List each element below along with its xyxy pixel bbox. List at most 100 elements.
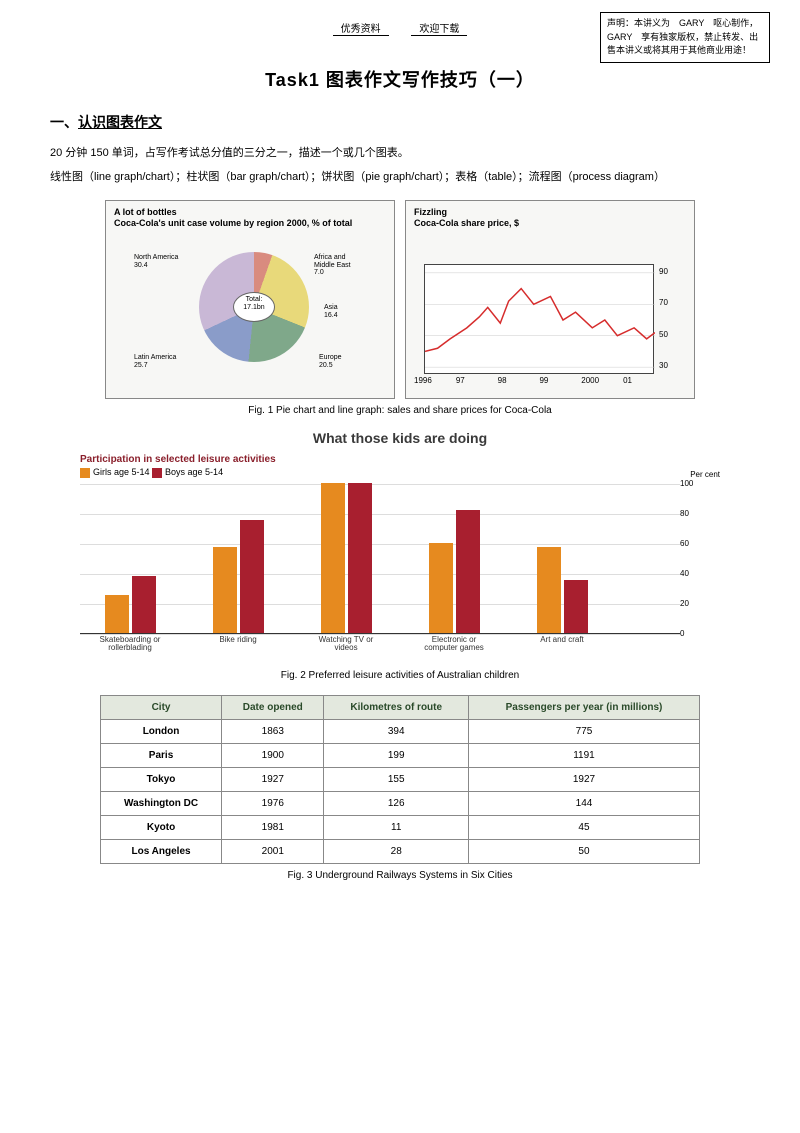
table-cell: 1900 [222, 743, 324, 767]
bar-gridline [80, 484, 680, 485]
table-row: Tokyo19271551927 [101, 767, 700, 791]
table-cell: Washington DC [101, 791, 222, 815]
line-xtick: 1996 [414, 376, 432, 385]
section-text: 认识图表作文 [78, 114, 162, 130]
bar-ytick: 100 [680, 479, 720, 488]
line-ytick: 30 [659, 361, 668, 370]
bar-ytick: 20 [680, 599, 720, 608]
bar-boys [564, 580, 588, 633]
table-header-cell: Passengers per year (in millions) [468, 695, 699, 719]
table-row: Kyoto19811145 [101, 815, 700, 839]
bar-ytick: 80 [680, 509, 720, 518]
bar-legend: Girls age 5-14 Boys age 5-14 [80, 467, 750, 478]
line-ytick: 90 [659, 267, 668, 276]
table-cell: 45 [468, 815, 699, 839]
percent-label: Per cent [690, 470, 720, 479]
pie-slice-label: North America 30.4 [134, 254, 178, 269]
pie-slice-label: Africa and Middle East 7.0 [314, 254, 351, 277]
bar-ytick: 40 [680, 569, 720, 578]
table-cell: 199 [324, 743, 469, 767]
bar-boys [456, 510, 480, 633]
legend-label: Boys age 5-14 [165, 467, 223, 477]
table-cell: Kyoto [101, 815, 222, 839]
table-cell: 1981 [222, 815, 324, 839]
bar-gridline [80, 634, 680, 635]
paragraph-2: 线性图（line graph/chart）；柱状图（bar graph/char… [50, 168, 750, 188]
section-heading: 一、认识图表作文 [50, 112, 750, 132]
notice-box: 声明：本讲义为 GARY 呕心制作，GARY 享有独家版权，禁止转发、出售本讲义… [600, 12, 770, 63]
table-cell: 50 [468, 839, 699, 863]
table-cell: Los Angeles [101, 839, 222, 863]
figure-3-caption: Fig. 3 Underground Railways Systems in S… [50, 870, 750, 881]
line-plot-area [424, 264, 654, 374]
table-row: Los Angeles20012850 [101, 839, 700, 863]
pie-center-label: Total: 17.1bn [233, 292, 275, 322]
line-xtick: 99 [539, 376, 548, 385]
bar-chart: Per cent Skateboarding or rollerbladingB… [70, 484, 730, 664]
bar-group: Skateboarding or rollerblading [100, 576, 160, 633]
pie-slice-label: Latin America 25.7 [134, 354, 176, 369]
pie-slice-label: Asia 16.4 [324, 304, 338, 319]
table-row: Paris19001991191 [101, 743, 700, 767]
pie-chart: Total: 17.1bn North America 30.4 Africa a… [114, 234, 384, 394]
table-header-cell: Kilometres of route [324, 695, 469, 719]
bar-xlabel: Skateboarding or rollerblading [90, 636, 170, 654]
bar-girls [429, 543, 453, 633]
table-cell: London [101, 719, 222, 743]
legend-swatch [152, 468, 162, 478]
line-title: Fizzling Coca-Cola share price, $ [414, 207, 686, 230]
bar-boys [348, 483, 372, 633]
bar-girls [213, 547, 237, 633]
table-cell: 1976 [222, 791, 324, 815]
table-cell: 1863 [222, 719, 324, 743]
table-cell: 1927 [468, 767, 699, 791]
table-cell: 11 [324, 815, 469, 839]
bar-group: Art and craft [532, 547, 592, 633]
paragraph-1: 20 分钟 150 单词，占写作考试总分值的三分之一，描述一个或几个图表。 [50, 144, 750, 164]
bar-group: Bike riding [208, 520, 268, 633]
pie-slice-label: Europe 20.5 [319, 354, 342, 369]
line-xtick: 97 [456, 376, 465, 385]
table-cell: 1927 [222, 767, 324, 791]
header-right: 欢迎下载 [411, 20, 467, 36]
table-cell: 775 [468, 719, 699, 743]
table-cell: 155 [324, 767, 469, 791]
pie-panel: A lot of bottles Coca-Cola's unit case v… [105, 200, 395, 399]
bar-xlabel: Watching TV or videos [306, 636, 386, 654]
bar-xlabel: Art and craft [522, 636, 602, 645]
pie-circle: Total: 17.1bn [199, 252, 309, 362]
line-title-2: Coca-Cola share price, $ [414, 218, 686, 230]
bar-group: Electronic or computer games [424, 510, 484, 633]
section-prefix: 一、 [50, 114, 78, 130]
table-cell: Tokyo [101, 767, 222, 791]
bar-ytick: 0 [680, 629, 720, 638]
bar-girls [105, 595, 129, 633]
line-xtick: 98 [498, 376, 507, 385]
table-row: Washington DC1976126144 [101, 791, 700, 815]
bar-ytick: 60 [680, 539, 720, 548]
bar-chart-subtitle: Participation in selected leisure activi… [80, 454, 750, 465]
table-cell: 1191 [468, 743, 699, 767]
page-title: Task1 图表作文写作技巧（一） [50, 66, 750, 92]
pie-title: A lot of bottles Coca-Cola's unit case v… [114, 207, 386, 230]
table-cell: 144 [468, 791, 699, 815]
railway-table: CityDate openedKilometres of routePassen… [100, 695, 700, 864]
bar-gridline [80, 544, 680, 545]
bar-girls [321, 483, 345, 633]
bar-xlabel: Bike riding [198, 636, 278, 645]
line-chart: 30507090 1996979899200001 [414, 234, 684, 394]
legend-swatch [80, 468, 90, 478]
bar-plot-area: Skateboarding or rollerblading Bike ridin… [80, 484, 680, 634]
bar-boys [240, 520, 264, 633]
line-ytick: 50 [659, 330, 668, 339]
bar-group: Watching TV or videos [316, 483, 376, 633]
line-ytick: 70 [659, 298, 668, 307]
table-cell: 394 [324, 719, 469, 743]
table-cell: 126 [324, 791, 469, 815]
figure-1-row: A lot of bottles Coca-Cola's unit case v… [50, 200, 750, 399]
bar-boys [132, 576, 156, 633]
table-cell: Paris [101, 743, 222, 767]
bar-xlabel: Electronic or computer games [414, 636, 494, 654]
line-xtick: 2000 [581, 376, 599, 385]
header-left: 优秀资料 [333, 20, 389, 36]
